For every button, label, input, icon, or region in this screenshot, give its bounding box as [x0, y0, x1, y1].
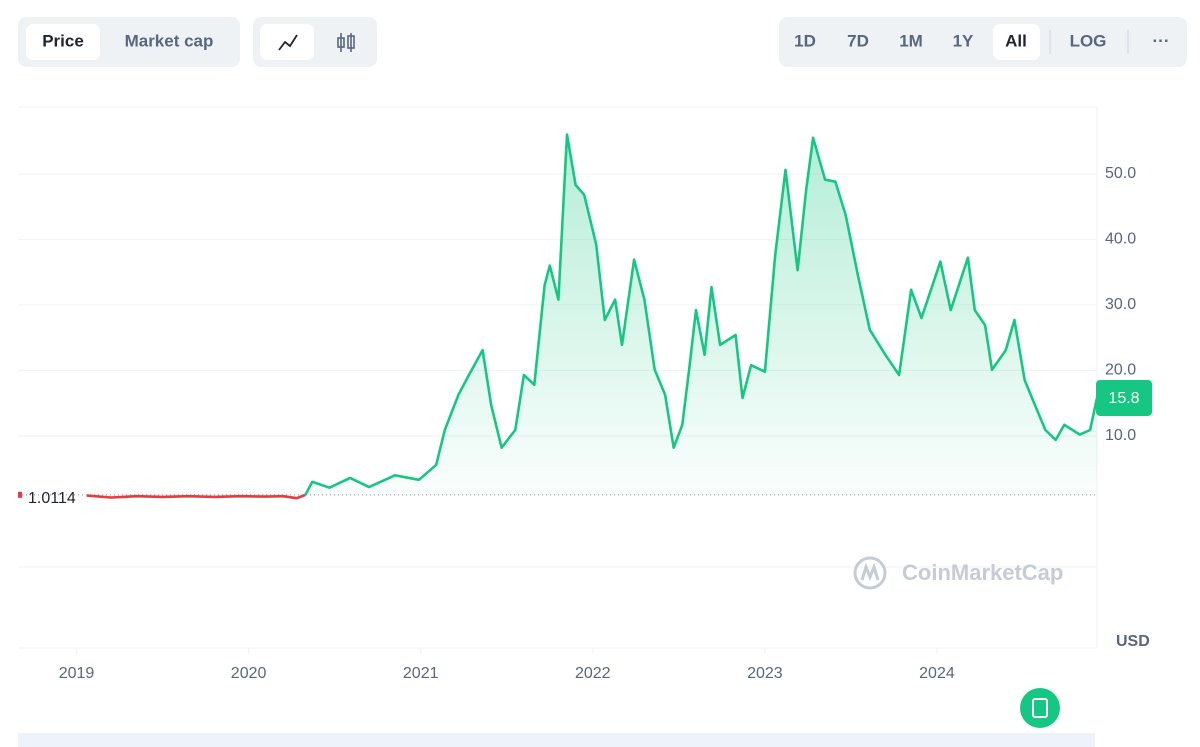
- tab-market-cap[interactable]: Market cap: [125, 31, 214, 50]
- area-fill: [305, 134, 1097, 495]
- price-line: [304, 133, 1099, 496]
- range-all[interactable]: All: [1005, 31, 1027, 50]
- x-tick-label: 2024: [919, 665, 955, 682]
- range-7d[interactable]: 7D: [847, 31, 869, 50]
- log-toggle[interactable]: LOG: [1070, 31, 1107, 50]
- x-tick-label: 2019: [59, 665, 95, 682]
- range-toggle: [779, 17, 1187, 67]
- notes-button[interactable]: [1020, 688, 1060, 728]
- y-tick-label: 10.0: [1105, 427, 1136, 444]
- range-1y[interactable]: 1Y: [953, 31, 974, 50]
- notes-icon: [1032, 698, 1048, 718]
- current-price-label: 15.8: [1108, 390, 1139, 407]
- watermark: CoinMarketCap: [902, 560, 1063, 585]
- y-tick-label: 50.0: [1105, 165, 1136, 182]
- x-tick-label: 2023: [747, 665, 783, 682]
- price-line: [86, 493, 306, 500]
- range-active-bg: [993, 24, 1040, 60]
- plot: 10.0 20.0 30.0 40.0 50.0 2019 2020 2021 2022 2023…: [18, 133, 1152, 682]
- reference-marker: [18, 491, 22, 498]
- current-price-tag: [1096, 379, 1152, 416]
- navigator[interactable]: [18, 733, 1095, 747]
- range-1d[interactable]: 1D: [794, 31, 816, 50]
- tab-price[interactable]: Price: [42, 31, 84, 50]
- candle-icon[interactable]: [337, 33, 355, 52]
- reference-label: 1.0114: [28, 490, 76, 507]
- y-tick-label: 40.0: [1105, 231, 1136, 248]
- x-tick-label: 2020: [231, 665, 267, 682]
- more-button[interactable]: ···: [1153, 31, 1170, 50]
- currency-label: USD: [1116, 633, 1150, 650]
- watermark-logo: [853, 556, 887, 590]
- x-tick-label: 2021: [403, 665, 439, 682]
- y-tick-label: 20.0: [1105, 362, 1136, 379]
- y-tick-label: 30.0: [1105, 296, 1136, 313]
- line-type-button[interactable]: [260, 24, 314, 60]
- tab-active-bg: [26, 24, 100, 60]
- range-1m[interactable]: 1M: [899, 31, 923, 50]
- line-icon: [278, 34, 298, 51]
- x-tick-label: 2022: [575, 665, 611, 682]
